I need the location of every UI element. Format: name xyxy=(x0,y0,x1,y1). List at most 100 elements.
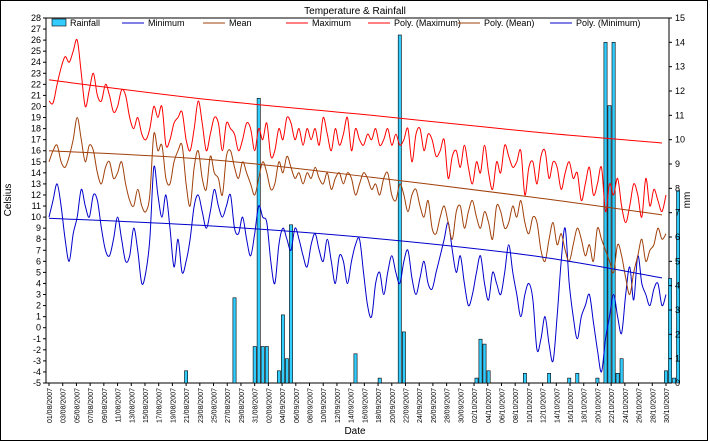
x-tick-label: 10/10/2007 xyxy=(527,388,534,423)
x-tick-label: 20/09/2007 xyxy=(390,388,397,423)
x-tick-label: 03/08/2007 xyxy=(61,388,68,423)
rainfall-bar xyxy=(486,370,491,384)
rainfall-bar xyxy=(478,338,483,384)
rainfall-bar xyxy=(575,372,580,384)
y-tick-label: 0 xyxy=(36,323,41,333)
x-tick-label: 08/09/2007 xyxy=(308,388,315,423)
x-tick-label: 01/08/2007 xyxy=(47,388,54,423)
y-tick-label: 27 xyxy=(31,24,41,34)
x-tick-label: 23/08/2007 xyxy=(198,388,205,423)
y-tick-label: 25 xyxy=(31,46,41,56)
poly-minimum-line xyxy=(48,217,663,279)
y2-tick-label: 6 xyxy=(675,232,680,242)
y-tick-label: -1 xyxy=(33,334,41,344)
x-tick-label: 12/09/2007 xyxy=(335,388,342,423)
x-tick-label: 26/10/2007 xyxy=(637,388,644,423)
plot-area xyxy=(45,17,670,384)
y2-tick-label: 9 xyxy=(675,159,680,169)
x-tick-label: 28/09/2007 xyxy=(445,388,452,423)
y-tick-label: -2 xyxy=(33,345,41,355)
legend-label: Maximum xyxy=(312,18,351,28)
x-tick-label: 24/10/2007 xyxy=(623,388,630,423)
y2-axis-label: mm xyxy=(682,192,693,209)
rainfall-bar xyxy=(264,346,269,384)
y-tick-label: 9 xyxy=(36,223,41,233)
x-tick-label: 06/10/2007 xyxy=(500,388,507,423)
y-tick-label: 7 xyxy=(36,245,41,255)
rainfall-bar xyxy=(611,41,616,384)
x-tick-label: 11/08/2007 xyxy=(116,388,123,423)
y2-tick-label: 12 xyxy=(675,86,685,96)
x-tick-label: 18/10/2007 xyxy=(582,388,589,423)
x-tick-label: 30/09/2007 xyxy=(458,388,465,423)
legend-label: Poly. (Minimum) xyxy=(576,18,640,28)
poly-maximum-line xyxy=(48,79,663,144)
y-tick-label: 28 xyxy=(31,13,41,23)
x-tick-label: 14/09/2007 xyxy=(349,388,356,423)
y2-tick-label: 8 xyxy=(675,183,680,193)
rainfall-bar xyxy=(256,98,261,384)
x-tick-label: 28/10/2007 xyxy=(650,388,657,423)
x-tick-label: 18/09/2007 xyxy=(376,388,383,423)
y-tick-label: 13 xyxy=(31,179,41,189)
y-tick-label: 2 xyxy=(36,301,41,311)
rainfall-bar xyxy=(184,370,189,384)
x-tick-label: 13/08/2007 xyxy=(129,388,136,423)
y-tick-label: 16 xyxy=(31,146,41,156)
x-tick-label: 04/10/2007 xyxy=(486,388,493,423)
x-tick-label: 31/08/2007 xyxy=(253,388,260,423)
x-axis: 01/08/2007 03/08/2007 05/08/2007 07/08/2007… xyxy=(47,383,671,423)
rainfall-bar xyxy=(668,278,672,384)
legend-label: Poly. (Maximum) xyxy=(394,18,461,28)
y2-tick-label: 5 xyxy=(675,256,680,266)
y2-tick-label: 1 xyxy=(675,354,680,364)
y2-tick-label: 2 xyxy=(675,329,680,339)
x-tick-label: 20/10/2007 xyxy=(595,388,602,423)
rainfall-bar xyxy=(615,372,620,384)
y-tick-label: 24 xyxy=(31,57,41,67)
rainfall-bar xyxy=(401,331,406,384)
rainfall-bar xyxy=(377,377,382,384)
x-tick-label: 26/09/2007 xyxy=(431,388,438,423)
rainfall-bar xyxy=(619,358,624,384)
rainfall-bar xyxy=(522,372,527,384)
y2-tick-label: 7 xyxy=(675,208,680,218)
x-tick-label: 17/08/2007 xyxy=(157,388,164,423)
rainfall-bar xyxy=(397,34,402,384)
x-tick-label: 21/08/2007 xyxy=(184,388,191,423)
y-tick-label: 17 xyxy=(31,135,41,145)
legend-label: Minimum xyxy=(148,18,185,28)
y-tick-label: 23 xyxy=(31,68,41,78)
x-tick-label: 10/09/2007 xyxy=(321,388,328,423)
x-tick-label: 15/08/2007 xyxy=(143,388,150,423)
y-tick-label: 14 xyxy=(31,168,41,178)
x-tick-label: 22/10/2007 xyxy=(609,388,616,423)
y-tick-label: 3 xyxy=(36,290,41,300)
y-axis-left: -5-4-3-2-1012345678910111213141516171819… xyxy=(31,13,46,388)
y-tick-label: 21 xyxy=(31,90,41,100)
legend-label: Rainfall xyxy=(70,18,100,28)
y2-tick-label: 0 xyxy=(675,378,680,388)
y-tick-label: 19 xyxy=(31,113,41,123)
y-tick-label: 8 xyxy=(36,234,41,244)
y2-tick-label: 10 xyxy=(675,135,685,145)
poly-mean-line xyxy=(48,150,663,216)
y-tick-label: 12 xyxy=(31,190,41,200)
x-tick-label: 29/08/2007 xyxy=(239,388,246,423)
legend: Rainfall Minimum Mean Maximum Poly. (Maximum… xyxy=(51,18,640,28)
x-tick-label: 06/09/2007 xyxy=(294,388,301,423)
x-tick-label: 19/08/2007 xyxy=(170,388,177,423)
y-tick-label: 1 xyxy=(36,312,41,322)
y2-tick-label: 15 xyxy=(675,13,685,23)
y-tick-label: 26 xyxy=(31,35,41,45)
x-tick-label: 12/10/2007 xyxy=(541,388,548,423)
rainfall-bar xyxy=(252,346,257,384)
rainfall-bar xyxy=(567,377,572,384)
x-tick-label: 16/09/2007 xyxy=(362,388,369,423)
rainfall-bar xyxy=(260,346,265,384)
rainfall-bar xyxy=(353,353,358,384)
legend-label: Poly. (Mean) xyxy=(484,18,534,28)
